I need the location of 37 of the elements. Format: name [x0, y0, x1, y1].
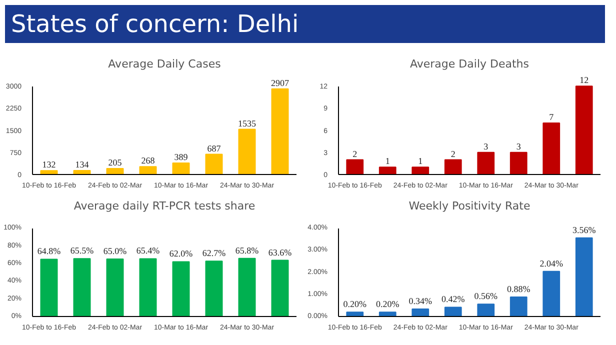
data-label: 65.4% — [136, 246, 160, 256]
data-label: 2 — [450, 148, 456, 159]
data-label: 0.34% — [408, 296, 432, 306]
data-label: 62.7% — [202, 248, 226, 258]
data-label: 205 — [108, 157, 122, 168]
chart-title: Average daily RT-PCR tests share — [74, 200, 256, 212]
data-label: 64.8% — [37, 246, 62, 256]
data-label: 2907 — [271, 78, 290, 88]
data-label: 132 — [42, 160, 56, 170]
data-label: 62.0% — [169, 248, 194, 259]
data-label: 12 — [580, 75, 589, 86]
data-label: 3 — [516, 141, 522, 152]
data-label: 65.8% — [235, 245, 260, 256]
data-label: 2 — [352, 148, 358, 159]
data-label: 1535 — [238, 118, 256, 128]
data-label: 0.42% — [442, 294, 466, 304]
data-label: 3.56% — [572, 224, 596, 235]
data-label: 63.6% — [268, 247, 292, 258]
data-label: 1 — [385, 156, 390, 166]
data-label: 2.04% — [540, 258, 564, 268]
data-label: 7 — [549, 112, 554, 122]
data-label: 0.20% — [343, 299, 367, 310]
data-label: 65.0% — [103, 246, 128, 256]
data-label: 134 — [75, 160, 90, 170]
text: States of concern: Delhi — [5, 5, 605, 44]
chart-title: Average Daily Cases — [108, 58, 222, 70]
data-label: 268 — [141, 156, 156, 166]
data-label: 3 — [484, 141, 489, 152]
data-label: 1 — [418, 156, 423, 166]
data-label: 0.88% — [507, 284, 531, 294]
data-label: 65.5% — [70, 246, 94, 256]
data-label: 687 — [207, 143, 222, 154]
data-label: 0.20% — [376, 299, 400, 310]
chart-title: Weekly Positivity Rate — [408, 200, 530, 212]
data-label: 389 — [174, 152, 188, 162]
data-label: 0.56% — [474, 291, 498, 302]
chart-title: Average Daily Deaths — [410, 58, 530, 70]
